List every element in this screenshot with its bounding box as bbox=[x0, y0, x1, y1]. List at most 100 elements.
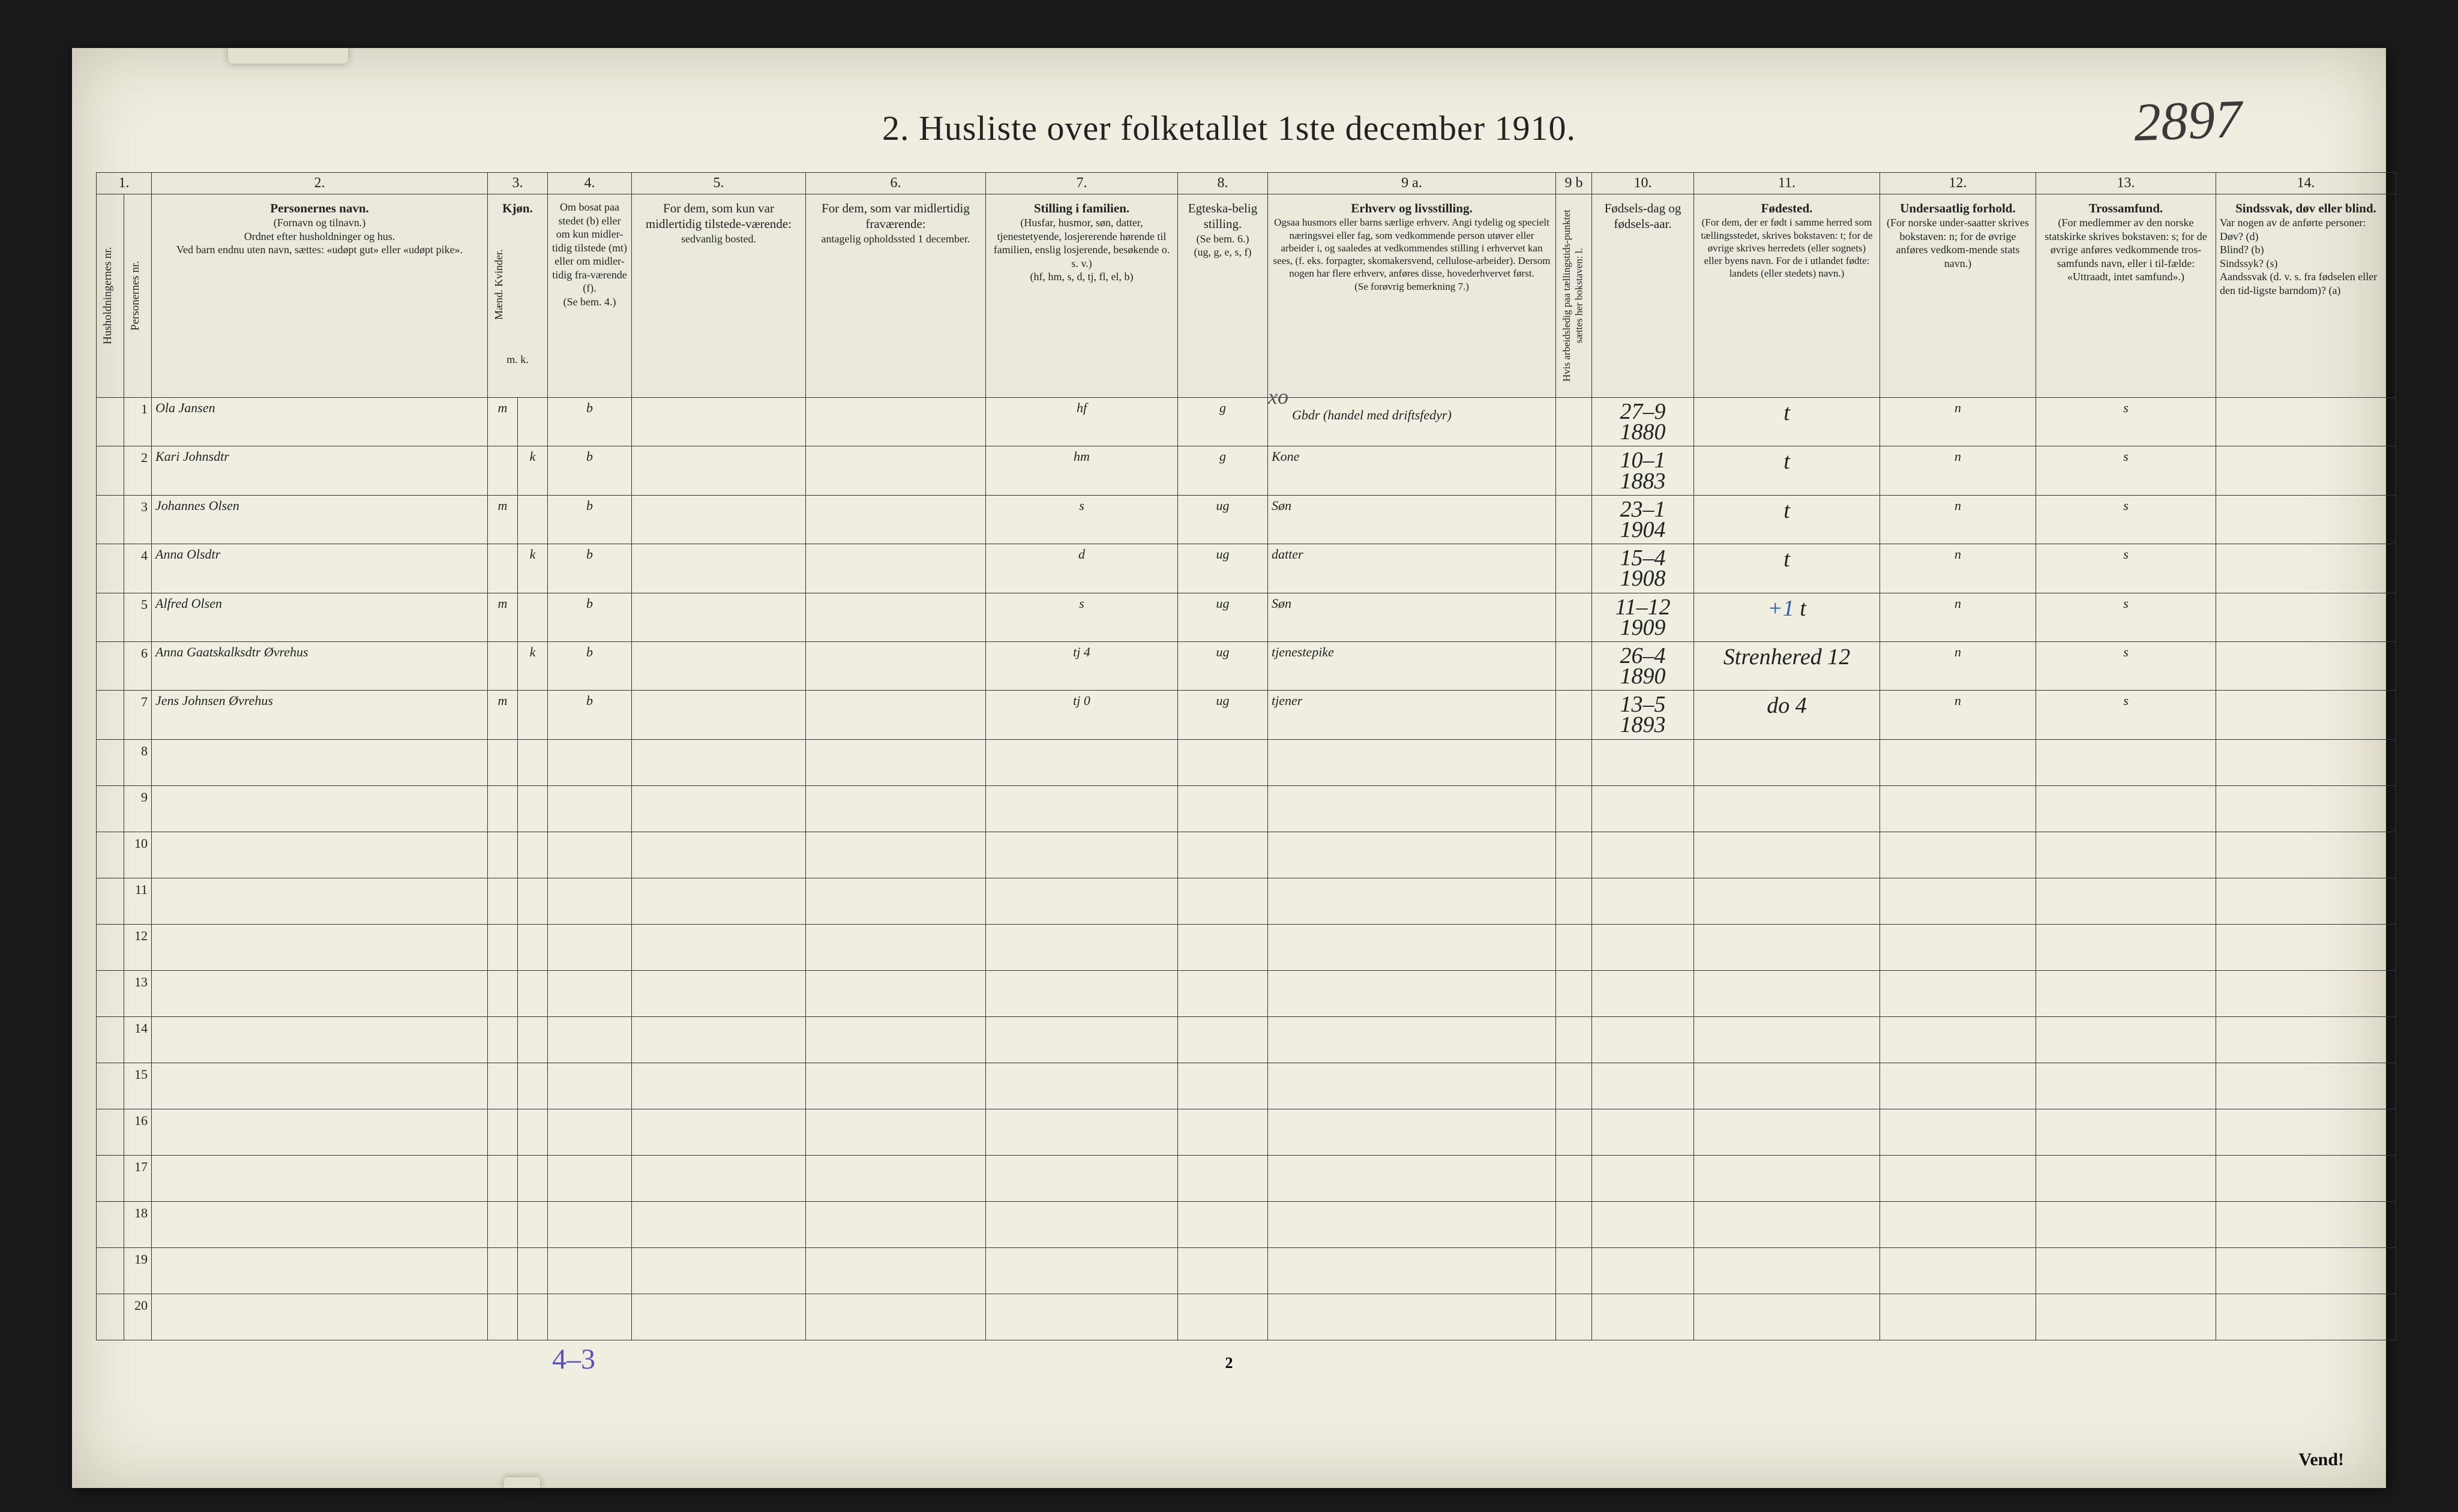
hdr-occupation-sub: Ogsaa husmors eller barns særlige erhver… bbox=[1272, 216, 1552, 293]
birthdate-cell bbox=[1592, 878, 1694, 924]
sex-m-cell: m bbox=[488, 495, 518, 544]
unemployed-cell bbox=[1556, 1063, 1592, 1109]
disability-cell bbox=[2216, 924, 2396, 970]
column-number-row: 1. 2. 3. 4. 5. 6. 7. 8. 9 a. 9 b 10. 11.… bbox=[97, 173, 2396, 194]
hdr-temp-absent-title: For dem, som var midlertidig fraværende: bbox=[822, 201, 970, 231]
unemployed-cell bbox=[1556, 641, 1592, 690]
birthplace-cell bbox=[1694, 1201, 1880, 1247]
sex-k-cell: k bbox=[518, 641, 548, 690]
hdr-temp-present-sub: sedvanlig bosted. bbox=[636, 232, 802, 246]
sex-m-cell bbox=[488, 970, 518, 1016]
birthdate-cell bbox=[1592, 739, 1694, 785]
table-row: 5Alfred OlsenmbsugSøn11–121909+1 tns bbox=[97, 593, 2396, 641]
disability-cell bbox=[2216, 970, 2396, 1016]
temp-present-cell bbox=[632, 1201, 806, 1247]
sex-m-cell bbox=[488, 785, 518, 832]
sex-m-cell bbox=[488, 544, 518, 593]
name-cell: Anna Gaatskalksdtr Øvrehus bbox=[152, 641, 488, 690]
table-row: 12 bbox=[97, 924, 2396, 970]
temp-present-cell bbox=[632, 1063, 806, 1109]
temp-absent-cell bbox=[806, 641, 986, 690]
sex-m-cell bbox=[488, 924, 518, 970]
disability-cell bbox=[2216, 446, 2396, 495]
colnum-2: 2. bbox=[152, 173, 488, 194]
family-pos-cell: tj 4 bbox=[986, 641, 1178, 690]
sex-m-cell bbox=[488, 1247, 518, 1294]
temp-absent-cell bbox=[806, 398, 986, 446]
birthdate-cell: 10–11883 bbox=[1592, 446, 1694, 495]
birthdate-cell bbox=[1592, 1247, 1694, 1294]
occupation-cell bbox=[1268, 739, 1556, 785]
unemployed-cell bbox=[1556, 1155, 1592, 1201]
citizenship-cell bbox=[1880, 924, 2036, 970]
sex-m-cell: m bbox=[488, 593, 518, 641]
citizenship-cell: n bbox=[1880, 446, 2036, 495]
person-no-cell: 2 bbox=[124, 446, 152, 495]
birthdate-cell bbox=[1592, 1201, 1694, 1247]
colnum-3: 3. bbox=[488, 173, 548, 194]
unemployed-cell bbox=[1556, 1294, 1592, 1340]
occupation-cell bbox=[1268, 970, 1556, 1016]
unemployed-cell bbox=[1556, 495, 1592, 544]
birthdate-cell: 13–51893 bbox=[1592, 691, 1694, 739]
hdr-temp-absent-sub: antagelig opholdssted 1 december. bbox=[810, 232, 982, 246]
marital-cell bbox=[1178, 1109, 1268, 1155]
hdr-sex-mk: m. k. bbox=[491, 353, 544, 367]
marital-cell bbox=[1178, 832, 1268, 878]
occupation-cell bbox=[1268, 1294, 1556, 1340]
family-pos-cell bbox=[986, 1063, 1178, 1109]
sex-m-cell bbox=[488, 1016, 518, 1063]
household-no-cell bbox=[97, 1155, 124, 1201]
marital-cell bbox=[1178, 739, 1268, 785]
birthplace-cell bbox=[1694, 785, 1880, 832]
sex-m-cell bbox=[488, 1063, 518, 1109]
hdr-religion: Trossamfund. (For medlemmer av den norsk… bbox=[2036, 194, 2216, 398]
colnum-11: 11. bbox=[1694, 173, 1880, 194]
table-row: 6Anna Gaatskalksdtr Øvrehuskbtj 4ugtjene… bbox=[97, 641, 2396, 690]
person-no-cell: 16 bbox=[124, 1109, 152, 1155]
sex-m-cell bbox=[488, 1294, 518, 1340]
table-row: 4Anna Olsdtrkbdugdatter15–41908tns bbox=[97, 544, 2396, 593]
temp-absent-cell bbox=[806, 1247, 986, 1294]
unemployed-cell bbox=[1556, 785, 1592, 832]
occupation-cell bbox=[1268, 832, 1556, 878]
hdr-citizenship-title: Undersaatlig forhold. bbox=[1900, 201, 2016, 215]
unemployed-cell bbox=[1556, 970, 1592, 1016]
temp-present-cell bbox=[632, 1155, 806, 1201]
birthdate-cell: 23–11904 bbox=[1592, 495, 1694, 544]
page-title: 2. Husliste over folketallet 1ste decemb… bbox=[882, 108, 1576, 148]
birthplace-cell: t bbox=[1694, 544, 1880, 593]
unemployed-cell bbox=[1556, 691, 1592, 739]
unemployed-cell bbox=[1556, 739, 1592, 785]
hdr-temp-present: For dem, som kun var midlertidig tilsted… bbox=[632, 194, 806, 398]
hdr-names-title: Personernes navn. bbox=[270, 201, 369, 215]
temp-present-cell bbox=[632, 878, 806, 924]
occupation-cell: datter bbox=[1268, 544, 1556, 593]
citizenship-cell bbox=[1880, 832, 2036, 878]
temp-absent-cell bbox=[806, 691, 986, 739]
name-cell: Jens Johnsen Øvrehus bbox=[152, 691, 488, 739]
residence-cell bbox=[548, 739, 632, 785]
person-no-cell: 12 bbox=[124, 924, 152, 970]
hdr-unemployed: Hvis arbeidsledig paa tællingstids-punkt… bbox=[1556, 194, 1592, 398]
disability-cell bbox=[2216, 398, 2396, 446]
citizenship-cell bbox=[1880, 1109, 2036, 1155]
household-no-cell bbox=[97, 398, 124, 446]
disability-cell bbox=[2216, 1016, 2396, 1063]
name-cell bbox=[152, 1247, 488, 1294]
person-no-cell: 5 bbox=[124, 593, 152, 641]
disability-cell bbox=[2216, 739, 2396, 785]
hdr-names: Personernes navn. (Fornavn og tilnavn.) … bbox=[152, 194, 488, 398]
name-cell bbox=[152, 1155, 488, 1201]
table-body: 1Ola JansenmbhfgxoGbdr (handel med drift… bbox=[97, 398, 2396, 1340]
family-pos-cell bbox=[986, 1109, 1178, 1155]
colnum-7: 7. bbox=[986, 173, 1178, 194]
disability-cell bbox=[2216, 495, 2396, 544]
printed-page-number: 2 bbox=[96, 1354, 2362, 1372]
person-no-cell: 14 bbox=[124, 1016, 152, 1063]
title-row: 2. Husliste over folketallet 1ste decemb… bbox=[96, 108, 2362, 148]
sex-k-cell bbox=[518, 785, 548, 832]
family-pos-cell: tj 0 bbox=[986, 691, 1178, 739]
citizenship-cell bbox=[1880, 1294, 2036, 1340]
hdr-unemployed-label: Hvis arbeidsledig paa tællingstids-punkt… bbox=[1560, 200, 1587, 391]
